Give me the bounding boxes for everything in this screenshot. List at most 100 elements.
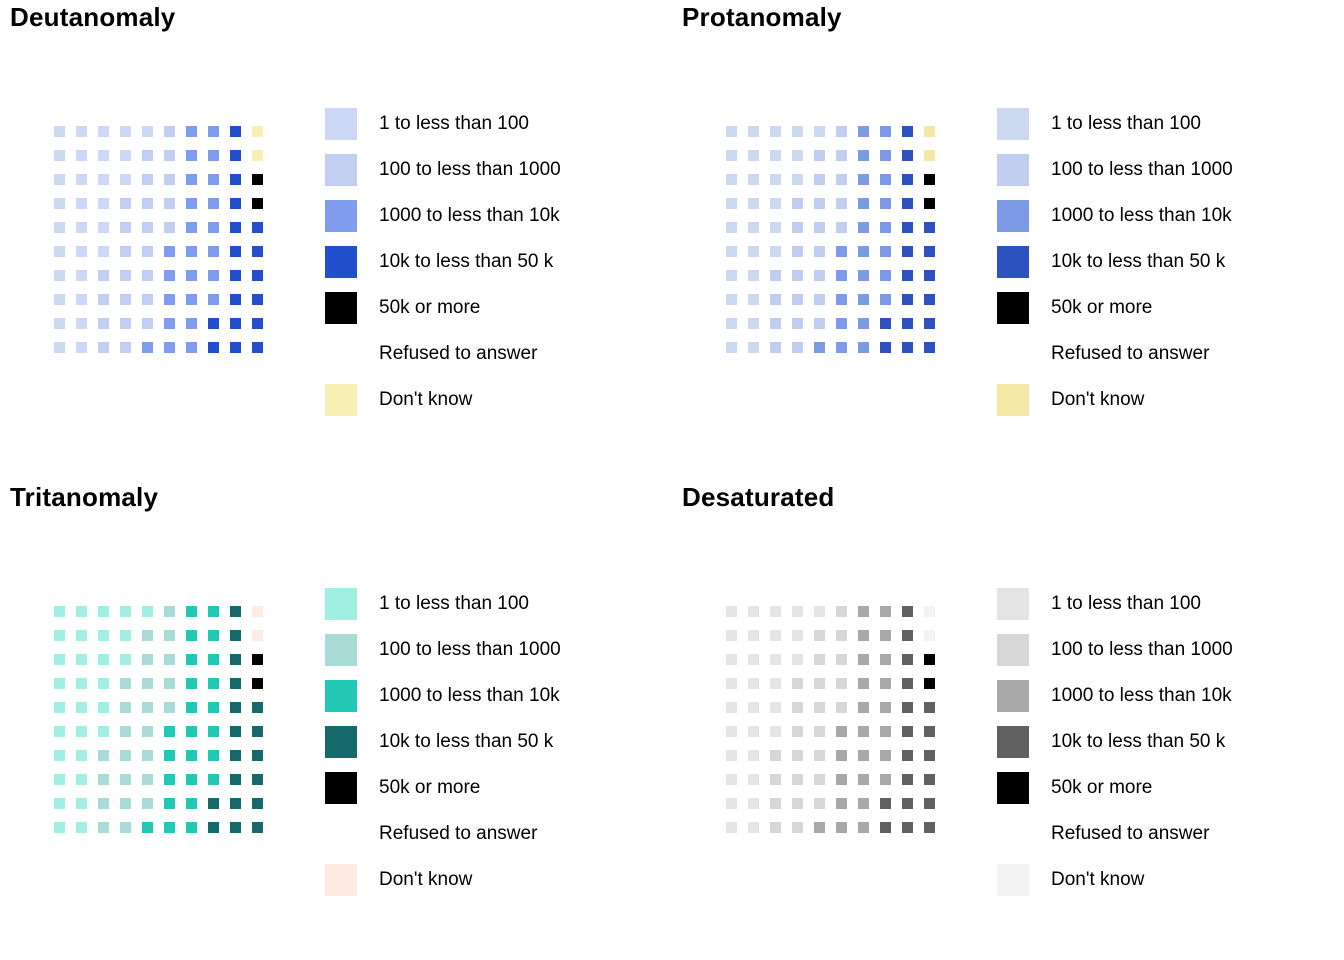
waffle-cell [76, 318, 87, 329]
waffle-cell [98, 678, 109, 689]
panel-title: Protanomaly [682, 2, 842, 32]
waffle-cell [54, 822, 65, 833]
waffle-cell [726, 222, 737, 233]
waffle-cell [142, 630, 153, 641]
waffle-cell [748, 318, 759, 329]
waffle-cell [924, 798, 935, 809]
waffle-cell [924, 750, 935, 761]
legend-item: 1000 to less than 10k [325, 200, 561, 232]
waffle-cell [252, 774, 263, 785]
waffle-cell [748, 750, 759, 761]
waffle-cell [792, 774, 803, 785]
waffle-cell [836, 270, 847, 281]
waffle-cell [230, 822, 241, 833]
waffle-cell [726, 678, 737, 689]
legend-item: 1 to less than 100 [997, 108, 1233, 140]
waffle-cell [858, 246, 869, 257]
waffle-cell [98, 798, 109, 809]
waffle-cell [142, 654, 153, 665]
legend-swatch [325, 154, 357, 186]
waffle-cell [748, 678, 759, 689]
waffle-cell [208, 198, 219, 209]
waffle-cell [748, 198, 759, 209]
waffle-cell [770, 630, 781, 641]
waffle-cell [814, 198, 825, 209]
waffle-cell [230, 198, 241, 209]
waffle-cell [54, 630, 65, 641]
waffle-cell [748, 798, 759, 809]
waffle-cell [792, 174, 803, 185]
waffle-cell [98, 606, 109, 617]
waffle-cell [76, 798, 87, 809]
waffle-cell [924, 342, 935, 353]
waffle-cell [142, 678, 153, 689]
waffle-cell [726, 774, 737, 785]
waffle-cell [814, 318, 825, 329]
waffle-cell [792, 318, 803, 329]
waffle-cell [924, 222, 935, 233]
legend-swatch [997, 200, 1029, 232]
waffle-cell [880, 222, 891, 233]
waffle-cell [230, 750, 241, 761]
waffle-cell [880, 294, 891, 305]
waffle-cell [142, 294, 153, 305]
waffle-cell [76, 822, 87, 833]
legend-item: 1 to less than 100 [325, 108, 561, 140]
waffle-cell [120, 150, 131, 161]
waffle-cell [230, 702, 241, 713]
waffle-cell [902, 150, 913, 161]
waffle-cell [902, 702, 913, 713]
waffle-cell [54, 750, 65, 761]
waffle-cell [748, 294, 759, 305]
waffle-cell [792, 822, 803, 833]
waffle-cell [120, 702, 131, 713]
waffle-cell [770, 126, 781, 137]
waffle-cell [792, 726, 803, 737]
waffle-cell [880, 174, 891, 185]
waffle-cell [858, 750, 869, 761]
legend-item: 10k to less than 50 k [997, 246, 1233, 278]
waffle-cell [858, 126, 869, 137]
waffle-cell [858, 294, 869, 305]
waffle-cell [54, 150, 65, 161]
waffle-cell [230, 294, 241, 305]
waffle-cell [230, 774, 241, 785]
waffle-cell [76, 126, 87, 137]
legend-label: 50k or more [1051, 777, 1153, 798]
legend-swatch [325, 680, 357, 712]
waffle-cell [814, 294, 825, 305]
waffle-cell [98, 126, 109, 137]
waffle-cell [230, 798, 241, 809]
legend-label: 50k or more [379, 297, 481, 318]
waffle-cell [924, 630, 935, 641]
legend: 1 to less than 100 100 to less than 1000 1… [997, 588, 1233, 910]
legend-swatch [325, 200, 357, 232]
waffle-cell [924, 126, 935, 137]
waffle-cell [252, 198, 263, 209]
waffle-cell [208, 654, 219, 665]
waffle-cell [748, 774, 759, 785]
waffle-cell [230, 246, 241, 257]
legend-swatch [997, 864, 1029, 896]
panel-deutanomaly: Deutanomaly 1 to less than 100 100 to les… [0, 0, 672, 480]
waffle-cell [164, 246, 175, 257]
waffle-cell [748, 246, 759, 257]
legend-label: 10k to less than 50 k [1051, 251, 1226, 272]
waffle-cell [836, 822, 847, 833]
waffle-cell [858, 630, 869, 641]
waffle-cell [726, 174, 737, 185]
waffle-cell [142, 222, 153, 233]
legend-label: Don't know [1051, 869, 1145, 890]
waffle-cell [880, 126, 891, 137]
waffle-cell [252, 654, 263, 665]
waffle-cell [76, 606, 87, 617]
waffle-cell [208, 750, 219, 761]
panel-desaturated: Desaturated 1 to less than 100 100 to les… [672, 480, 1344, 960]
waffle-cell [230, 342, 241, 353]
waffle-chart [54, 126, 263, 353]
waffle-cell [770, 342, 781, 353]
waffle-cell [836, 606, 847, 617]
legend-item: Don't know [997, 864, 1233, 896]
legend-swatch [997, 338, 1029, 370]
waffle-cell [726, 126, 737, 137]
